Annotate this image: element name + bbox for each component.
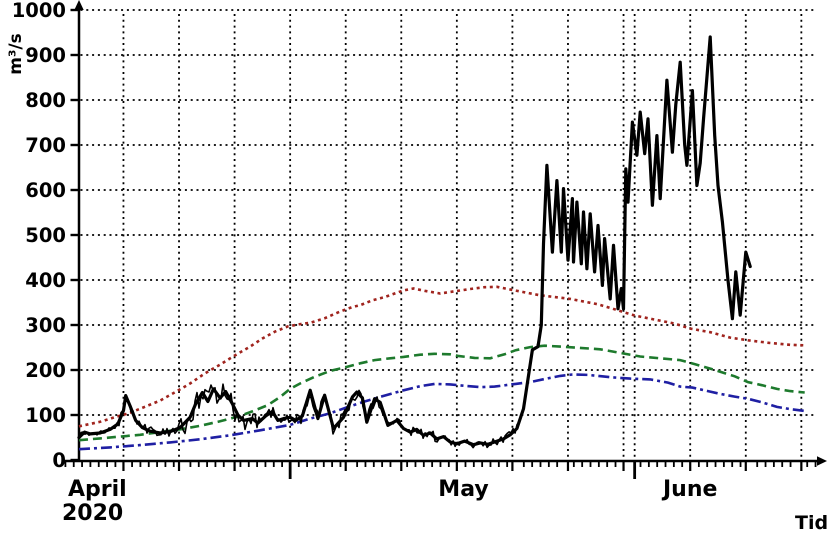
y-tick-label: 400	[25, 269, 66, 292]
series-observed-discharge	[77, 35, 752, 447]
y-tick-label: 900	[25, 44, 66, 67]
series-observed-noise	[78, 49, 750, 449]
y-tick-label: 500	[25, 224, 66, 247]
series-blue-dashdot-reference	[78, 373, 805, 451]
year-label: 2020	[62, 501, 124, 526]
y-tick-label: 800	[25, 89, 66, 112]
month-label-june: June	[662, 477, 718, 502]
y-axis-arrow-icon	[74, 0, 84, 10]
y-tick-label: 700	[25, 134, 66, 157]
month-label-may: May	[438, 477, 489, 502]
y-tick-label: 1000	[12, 0, 66, 22]
series-green-dashed-reference	[78, 344, 805, 442]
y-tick-label: 0	[52, 449, 66, 472]
y-tick-label: 200	[25, 359, 66, 382]
x-axis-arrow-icon	[817, 456, 827, 466]
y-tick-label: 600	[25, 179, 66, 202]
series-red-dotted-reference	[78, 285, 805, 428]
y-axis-unit-label: m³/s	[6, 33, 26, 75]
month-label-april: April	[68, 477, 127, 502]
x-axis-title: Tid	[795, 512, 829, 534]
y-tick-label: 100	[25, 404, 66, 427]
y-tick-label: 300	[25, 314, 66, 337]
